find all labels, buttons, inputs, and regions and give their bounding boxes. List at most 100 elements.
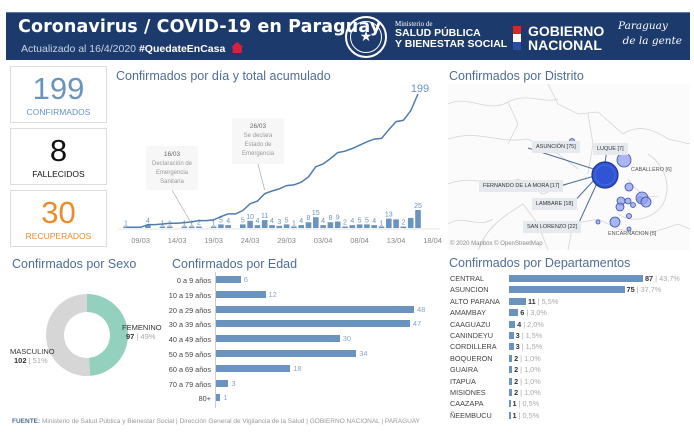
map-attribution[interactable]: © 2020 Mapbox © OpenStreetMap [450,241,543,247]
dept-row[interactable]: CENTRAL 87 | 43,7% [450,273,690,284]
district-map[interactable]: ASUNCIÓN [75] LUQUE [7] CABALLERO [6] FE… [448,84,690,250]
daily-bar[interactable] [386,218,392,228]
daily-bar[interactable] [334,221,341,228]
map-label-asuncion[interactable]: ASUNCIÓN [75] [532,141,580,153]
daily-bar[interactable] [400,226,407,229]
daily-bar[interactable] [240,224,246,228]
age-bar[interactable] [216,364,291,372]
daily-bar[interactable] [276,225,283,228]
daily-bar[interactable] [305,222,312,228]
daily-bar[interactable] [342,226,348,229]
donut-slice-femenino[interactable] [87,294,129,376]
dept-name: ÑEEMBUCU [450,410,492,420]
age-category-label: 60 a 69 años [168,364,211,374]
bubble [626,213,632,219]
donut-slice-masculino[interactable] [46,294,91,376]
daily-bar[interactable] [188,226,195,229]
daily-bar[interactable] [407,217,414,228]
kpi-confirmados[interactable]: 199 CONFIRMADOS [10,66,107,123]
age-bar[interactable] [216,276,241,283]
daily-bar[interactable] [364,224,370,228]
daily-bar[interactable] [145,225,151,228]
daily-bar[interactable] [269,225,275,228]
dept-row[interactable]: ALTO PARANA 11 | 5,5% [450,296,690,307]
daily-bar[interactable] [218,224,224,228]
dept-bar[interactable] [509,343,514,351]
age-bar[interactable] [216,350,357,357]
daily-bar[interactable] [378,226,385,229]
dept-bar[interactable] [509,366,513,374]
dept-bar[interactable] [509,297,526,305]
daily-bar[interactable] [181,226,188,229]
dept-row[interactable]: CAAZAPA 1 | 0,5% [450,398,690,409]
daily-bar[interactable] [393,219,399,228]
dept-bar[interactable] [509,309,519,317]
daily-bar[interactable] [327,222,334,228]
age-bar[interactable] [216,290,266,298]
daily-bar[interactable] [371,225,377,228]
dept-bar[interactable] [509,320,516,328]
map-label-caballero[interactable]: CABALLERO [6] [631,167,672,173]
kpi-fallecidos[interactable]: 8 FALLECIDOS [10,128,107,185]
dept-bar[interactable] [509,411,511,419]
age-bar[interactable] [216,305,414,313]
daily-bar[interactable] [291,226,297,229]
daily-bar[interactable] [283,224,290,228]
dept-row[interactable]: AMAMBAY 6 | 3,0% [450,307,690,318]
daily-bar[interactable] [313,217,319,228]
daily-bar[interactable] [159,226,166,229]
daily-bar[interactable] [320,225,326,228]
cumulative-line[interactable] [126,93,419,229]
dept-bar[interactable] [509,354,513,362]
map-label-fernando-de-la-mora[interactable]: FERNANDO DE LA MORA [17] [479,180,564,192]
map-label-luque[interactable]: LUQUE [7] [593,143,628,155]
masculino-label: MASCULINO 102 | 51% [10,347,55,365]
map-label-san-lorenzo[interactable]: SAN LORENZO [22] [523,221,582,233]
dept-row[interactable]: ÑEEMBUCU 1 | 0,5% [450,410,690,421]
dept-name: CORDILLERA [450,342,497,352]
dept-row[interactable]: MISIONES 2 | 1,0% [450,387,690,398]
dept-row[interactable]: GUAIRA 2 | 1,0% [450,364,690,375]
dept-bar[interactable] [509,275,643,282]
dept-row[interactable]: BOQUERON 2 | 1,0% [450,353,690,364]
daily-bar-label: 4 [255,218,259,225]
age-bar-chart[interactable]: 0 a 9 años 6 10 a 19 años 12 20 a 29 años 48 3… [165,272,435,410]
age-bar-value: 3 [231,378,236,388]
age-bar[interactable] [216,335,340,343]
daily-bar[interactable] [261,220,268,228]
dept-bar[interactable] [509,377,513,385]
dept-row[interactable]: CANINDEYU 3 | 1,5% [450,330,690,341]
daily-bar[interactable] [247,220,253,228]
age-bar[interactable] [216,379,229,387]
daily-bar[interactable] [349,225,356,228]
daily-bar[interactable] [415,210,421,228]
dept-row[interactable]: ASUNCION 75 | 37,7% [450,284,690,295]
dept-percent: | 1,0% [518,388,541,397]
sex-donut-chart[interactable] [0,270,170,410]
dept-bar[interactable] [509,389,513,396]
dept-row[interactable]: CORDILLERA 3 | 1,5% [450,341,690,352]
dept-bar[interactable] [509,286,625,294]
age-bar[interactable] [216,320,410,328]
dept-bar[interactable] [509,400,511,408]
slogan-logo: Paraguay de la gente [618,19,682,49]
dept-name: ASUNCION [450,285,489,295]
map-label-lambare[interactable]: LAMBARE [18] [532,198,577,210]
daily-bar[interactable] [254,225,261,228]
daily-bar[interactable] [298,225,304,228]
kpi-recuperados[interactable]: 30 RECUPERADOS [10,190,107,247]
daily-bar[interactable] [225,225,231,228]
dept-row[interactable]: ITAPUA 2 | 1,0% [450,376,690,387]
dept-row[interactable]: CAAGUAZU 4 | 2,0% [450,319,690,330]
map-label-encarnacion[interactable]: ENCARNACION [5] [608,231,657,237]
daily-bar-label: 10 [246,214,254,221]
daily-bar[interactable] [196,226,202,229]
daily-bar[interactable] [356,224,363,228]
dept-percent: | 0,5% [516,399,540,409]
age-bar[interactable] [216,394,221,402]
age-category-label: 70 a 79 años [168,379,211,389]
daily-bar[interactable] [210,226,217,229]
daily-bar[interactable] [167,226,173,229]
dept-bar[interactable] [509,332,514,339]
